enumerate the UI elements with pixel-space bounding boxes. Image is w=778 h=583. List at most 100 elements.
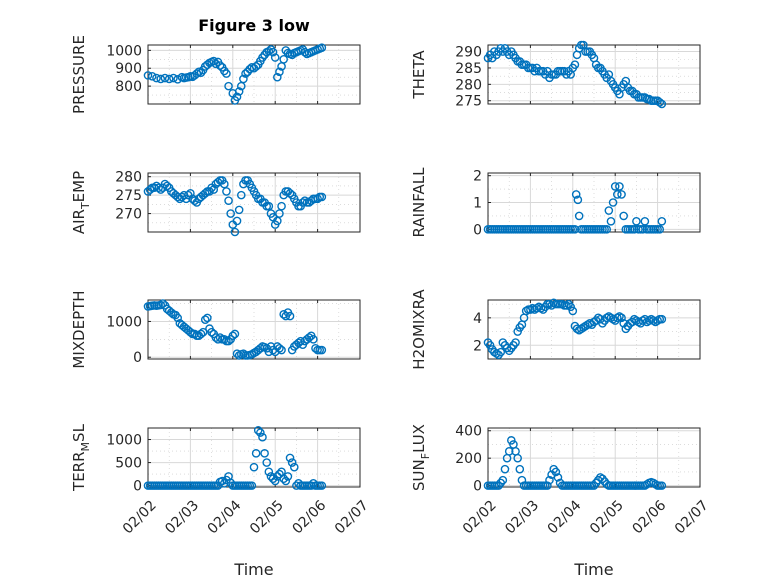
data-point [224, 336, 233, 346]
series-1 [483, 298, 667, 360]
data-point [287, 458, 297, 467]
y-axis-label: PRESSURE [70, 35, 88, 114]
data-point [270, 53, 280, 62]
y-tick-label: 270 [115, 207, 142, 223]
data-point [203, 60, 212, 69]
data-point [249, 462, 259, 472]
y-tick-label: 1000 [106, 314, 142, 330]
data-point [657, 216, 667, 226]
data-point [298, 198, 308, 207]
data-point [234, 87, 244, 96]
y-axis-label: SUNFLUX [410, 424, 432, 491]
subplot-3: 270 275 280 AIRTEMP [70, 170, 361, 237]
data-point [275, 343, 284, 353]
data-point [232, 92, 242, 102]
y-axis-label: AIRTEMP [70, 171, 92, 234]
data-point [568, 306, 578, 316]
data-point [247, 350, 257, 359]
y-tick-label: 1000 [106, 433, 142, 449]
subplot-4: 0 1 2 RAINFALL [410, 167, 701, 238]
data-point [234, 205, 244, 215]
y-axis-label-part: AIR [70, 209, 88, 234]
data-point [281, 476, 291, 486]
axes-frame [487, 427, 701, 488]
data-point [277, 201, 286, 211]
y-axis-label-part: MIXDEPTH [70, 290, 88, 368]
data-point [268, 47, 278, 57]
data-point [251, 62, 261, 71]
data-point [222, 69, 231, 78]
data-point [220, 335, 229, 344]
data-point [604, 206, 614, 215]
data-point [570, 225, 580, 234]
y-tick-label: 0 [473, 479, 482, 495]
data-point [156, 300, 166, 310]
data-point [247, 481, 257, 490]
subplot-6: 2 4 H2OMIXRA [410, 289, 701, 370]
data-point [570, 60, 580, 69]
data-point [496, 347, 506, 357]
data-point [504, 447, 514, 456]
data-point [173, 313, 182, 323]
y-axis-label: THETA [410, 50, 428, 100]
data-point [275, 209, 284, 218]
data-point [169, 73, 178, 83]
data-point [224, 196, 233, 205]
data-point [207, 327, 216, 337]
data-point [617, 313, 626, 323]
data-point [289, 462, 299, 472]
y-tick-label: 4 [473, 311, 482, 327]
data-point [270, 476, 280, 486]
y-axis-label-part: RAINFALL [410, 167, 428, 238]
data-point [573, 195, 583, 205]
data-point [553, 473, 563, 482]
data-point [285, 453, 295, 463]
data-point [517, 475, 527, 485]
data-point [167, 308, 176, 317]
data-point [608, 198, 618, 207]
data-point [230, 329, 240, 339]
data-point [217, 476, 227, 486]
data-point [145, 185, 155, 194]
y-tick-label: 290 [455, 45, 482, 61]
data-point [566, 302, 575, 312]
data-point [657, 314, 667, 324]
data-point [232, 216, 242, 226]
y-axis-label: TERRMSL [70, 423, 92, 492]
data-point [317, 481, 327, 490]
data-point [317, 192, 327, 202]
data-point [196, 329, 206, 339]
y-tick-label: 275 [455, 94, 482, 110]
y-axis-label-part: PRESSURE [70, 35, 88, 114]
subplot-5: 0 1000 MIXDEPTH [70, 290, 361, 369]
data-point [230, 227, 240, 237]
x-axis-label: Time [573, 560, 613, 579]
data-point [186, 327, 195, 337]
y-axis-label-part: H2OMIXRA [410, 289, 428, 370]
data-point [190, 196, 199, 205]
y-axis-label-part: EMP [70, 171, 88, 202]
data-point [571, 190, 581, 199]
data-point [619, 319, 628, 328]
y-tick-label: 2 [473, 169, 482, 185]
data-point [617, 190, 626, 199]
data-point [619, 211, 628, 221]
y-tick-label: 285 [455, 61, 482, 77]
x-axis-label: Time [233, 560, 273, 579]
y-axis-label: MIXDEPTH [70, 290, 88, 368]
y-axis-label-part: THETA [410, 50, 428, 100]
data-point [306, 481, 316, 490]
data-point [309, 335, 318, 344]
data-point [279, 474, 288, 484]
data-point [203, 313, 212, 323]
data-point [317, 43, 327, 52]
axes-frame [147, 172, 361, 233]
data-point [220, 179, 229, 189]
data-point [262, 458, 272, 467]
data-point [143, 71, 153, 80]
data-point [152, 73, 161, 83]
y-tick-label: 200 [455, 451, 482, 467]
data-point [260, 449, 269, 458]
data-point [236, 190, 246, 200]
